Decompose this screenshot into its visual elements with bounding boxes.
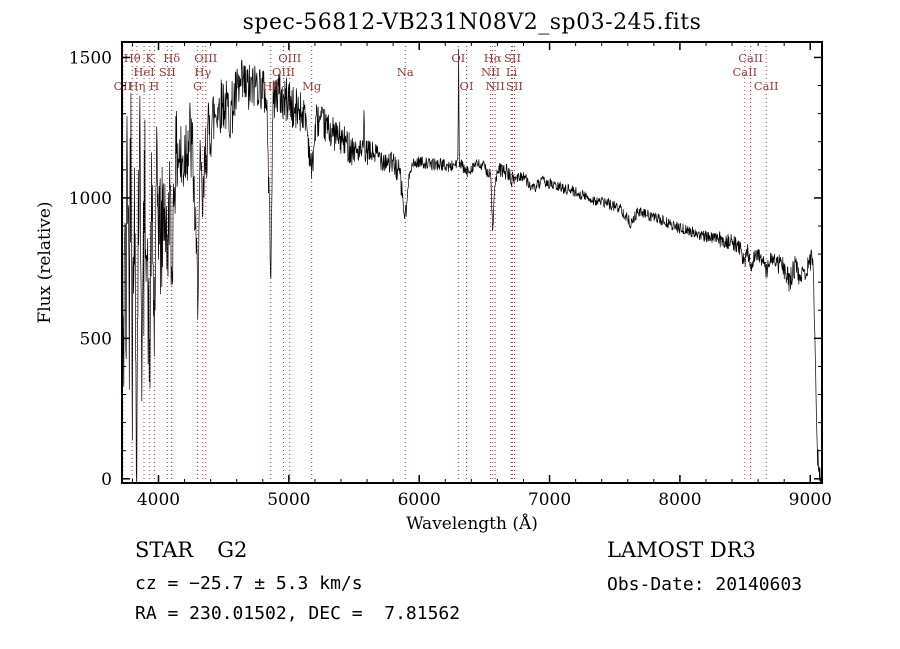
spectral-line-label: Hβ (262, 79, 279, 93)
spectral-line-label: CaII (732, 65, 757, 79)
y-tick-label: 1000 (69, 189, 112, 209)
spectral-line-label: SII (506, 79, 523, 93)
x-tick-label: 7000 (528, 490, 571, 510)
x-tick-label: 9000 (789, 490, 832, 510)
x-tick-label: 4000 (137, 490, 180, 510)
spectral-line-label: Li (506, 65, 518, 79)
plot-title: spec-56812-VB231N08V2_sp03-245.fits (242, 10, 702, 35)
spectral-line-label: CaII (738, 51, 763, 65)
spectral-line-label: HeI (133, 65, 154, 79)
y-tick-label: 0 (101, 470, 112, 490)
spectral-line-labels: OIIHθHηHeIKHSIIHδGHγOIIIHβOIIIOIIIMgNaOI… (114, 51, 779, 93)
spectral-line-label: OIII (278, 51, 301, 65)
x-axis-label: Wavelength (Å) (406, 513, 538, 534)
radec-line: RA = 230.01502, DEC = 7.81562 (135, 603, 461, 624)
x-tick-label: 8000 (658, 490, 701, 510)
classification-line: STAR G2 (135, 538, 247, 562)
survey-label: LAMOST DR3 (607, 538, 756, 562)
spectral-line-label: G (193, 79, 202, 93)
spectral-line-label: Mg (302, 79, 322, 93)
subclass-label: G2 (217, 538, 248, 562)
y-tick-label: 1500 (69, 48, 112, 68)
spectral-line-label: Na (397, 65, 414, 79)
x-tick-label: 5000 (267, 490, 310, 510)
spectral-line-label: Hη (129, 79, 146, 93)
class-type-label: STAR (135, 538, 194, 562)
y-tick-label: 500 (80, 329, 112, 349)
obs-date-line: Obs-Date: 20140603 (607, 574, 803, 595)
spectral-line-label: NII (486, 79, 505, 93)
spectrum-line (122, 48, 822, 483)
spectral-line-label: CaII (754, 79, 779, 93)
y-axis-label: Flux (relative) (35, 201, 55, 323)
spectral-line-label: Hα (484, 51, 502, 65)
spectral-line-label: Hγ (194, 65, 211, 79)
spectral-line-label: SII (504, 51, 521, 65)
spectral-line-label: NII (481, 65, 500, 79)
spectral-line-label: Hθ (124, 51, 141, 65)
spectral-line-label: OIII (194, 51, 217, 65)
spectral-line-label: OI (451, 51, 465, 65)
spectral-line-label: H (149, 79, 159, 93)
spectrum-plot: OIIHθHηHeIKHSIIHδGHγOIIIHβOIIIOIIIMgNaOI… (35, 41, 832, 534)
cz-line: cz = −25.7 ± 5.3 km/s (135, 573, 363, 594)
spectral-line-label: Hδ (163, 51, 180, 65)
spectral-line-label: K (145, 51, 154, 65)
spectral-line-label: SII (159, 65, 176, 79)
spectral-line-label: OI (460, 79, 474, 93)
spectral-line-label: OIII (272, 65, 295, 79)
x-tick-label: 6000 (398, 490, 441, 510)
axes: 4000 5000 6000 7000 8000 9000 0 500 1000 1500 (69, 41, 832, 510)
